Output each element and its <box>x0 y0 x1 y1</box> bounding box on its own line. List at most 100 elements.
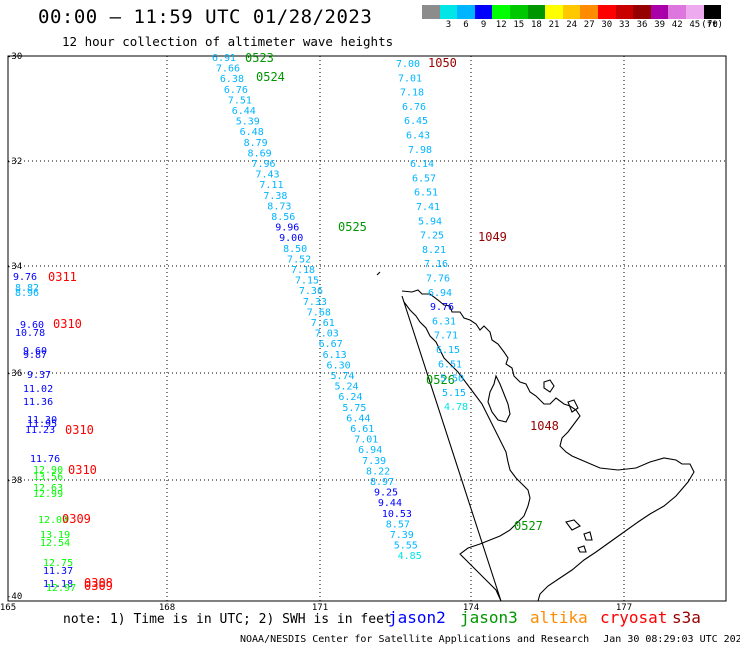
wave-height-value: 8.21 <box>422 245 446 256</box>
wave-height-value: 9.60 <box>23 346 47 357</box>
wave-height-value: 6.61 <box>350 424 374 435</box>
wave-height-value: 6.44 <box>232 106 256 117</box>
pass-time-label: 0311 <box>48 270 77 284</box>
wave-height-value: 5.50 <box>440 374 464 385</box>
satellite-name-s3a: s3a <box>672 608 701 627</box>
wave-height-value: 7.71 <box>434 331 458 342</box>
pass-time-label: 0310 <box>53 317 82 331</box>
small-island-1 <box>565 519 581 531</box>
map-frame <box>7 55 727 602</box>
wave-height-value: 5.24 <box>334 382 358 393</box>
longitude-tick-label: 165 <box>0 603 16 613</box>
pass-time-label: 0310 <box>68 463 97 477</box>
wave-height-value: 5.75 <box>342 403 366 414</box>
legend-label: 21 <box>548 20 560 30</box>
latitude-tick-label: -40 <box>6 592 22 602</box>
pass-time-label: 0308 <box>84 576 113 590</box>
wave-height-value: 7.39 <box>362 456 386 467</box>
latitude-labels: -30 -32 -34 -36 -38 -40 <box>6 52 22 602</box>
wave-height-value: 6.76 <box>224 85 248 96</box>
legend-swatch <box>650 5 669 19</box>
wave-height-value: 13.56 <box>33 472 63 483</box>
wave-height-value: 8.57 <box>386 519 410 530</box>
small-island-3 <box>577 545 587 553</box>
legend-swatch <box>633 5 651 19</box>
latitude-tick-label: -32 <box>6 157 22 167</box>
legend-label: 9 <box>480 20 487 30</box>
credit-text: NOAA/NESDIS Center for Satellite Applica… <box>240 634 590 645</box>
wave-height-value: 8.82 <box>15 283 39 294</box>
legend-label: 39 <box>654 20 666 30</box>
legend-label: 15 <box>513 20 525 30</box>
track-1: 6.917.666.386.767.516.445.396.488.798.69… <box>212 51 543 562</box>
cape-east <box>567 399 579 413</box>
wave-height-value: 9.60 <box>20 320 44 331</box>
wave-height-value: 7.68 <box>307 307 331 318</box>
wave-height-value: 7.39 <box>390 530 414 541</box>
wave-height-value: 9.76 <box>13 272 37 283</box>
wave-height-value: 4.85 <box>398 551 422 562</box>
wave-height-value: 6.15 <box>436 345 460 356</box>
wave-height-value: 6.38 <box>220 74 244 85</box>
legend-swatch <box>492 5 510 19</box>
legend-swatch <box>422 5 440 19</box>
color-scale-legend <box>422 5 722 19</box>
pass-time-label: 0310 <box>65 423 94 437</box>
wave-height-value: 7.01 <box>354 435 378 446</box>
pass-time-label: 0525 <box>338 220 367 234</box>
north-island-coastline <box>376 271 695 602</box>
latitude-tick-label: -34 <box>6 262 22 272</box>
wave-height-value: 7.96 <box>252 159 276 170</box>
wave-height-value: 11.02 <box>23 384 53 395</box>
wave-height-value: 7.00 <box>396 59 420 70</box>
satellite-name-jason3: jason3 <box>460 608 518 627</box>
great-barrier-island <box>543 379 555 393</box>
wave-height-value: 11.18 <box>43 579 73 590</box>
wave-height-value: 8.22 <box>366 466 390 477</box>
wave-height-value: 12.63 <box>33 483 63 494</box>
legend-unit: (ft) <box>701 20 723 30</box>
coromandel-coastline <box>487 374 511 423</box>
wave-height-value: 12.90 <box>33 465 63 476</box>
pass-time-label: 0526 <box>426 373 455 387</box>
legend-label: 45 <box>689 20 701 30</box>
legend-swatch <box>545 5 563 19</box>
legend-label: 12 <box>495 20 507 30</box>
timestamp: Jan 30 08:29:03 UTC 2023 <box>603 634 740 645</box>
wave-height-value: 6.31 <box>432 316 456 327</box>
wave-height-value: 6.91 <box>212 53 236 64</box>
wave-height-value: 10.53 <box>382 509 412 520</box>
wave-height-value: 8.97 <box>370 477 394 488</box>
wave-height-value: 7.15 <box>295 276 319 287</box>
wave-height-value: 7.11 <box>259 180 283 191</box>
wave-height-value: 8.50 <box>283 244 307 255</box>
wave-height-value: 8.79 <box>244 138 268 149</box>
wave-height-value: 9.76 <box>430 302 454 313</box>
latitude-tick-label: -38 <box>6 476 22 486</box>
wave-height-value: 10.78 <box>15 328 45 339</box>
wave-height-value: 7.16 <box>424 259 448 270</box>
wave-height-value: 7.43 <box>255 170 279 181</box>
wave-height-value: 7.66 <box>216 64 240 75</box>
wave-height-value: 11.23 <box>25 425 55 436</box>
pass-time-label: 0523 <box>245 51 274 65</box>
wave-height-value: 7.03 <box>315 329 339 340</box>
wave-height-value: 11.95 <box>27 419 57 430</box>
legend-swatch <box>597 5 616 19</box>
wave-height-value: 6.48 <box>240 127 264 138</box>
wave-height-value: 6.51 <box>414 188 438 199</box>
satellite-name-jason2: jason2 <box>388 608 446 627</box>
wave-height-value: 6.45 <box>404 116 428 127</box>
wave-height-value: 7.01 <box>398 73 422 84</box>
legend-swatch <box>457 5 475 19</box>
legend-swatch <box>580 5 598 19</box>
wave-height-value: 9.44 <box>378 498 402 509</box>
wave-height-value: 6.43 <box>406 131 430 142</box>
longitude-tick-label: 171 <box>312 603 328 613</box>
legend-label: 30 <box>601 20 613 30</box>
wave-height-value: 6.94 <box>358 445 382 456</box>
wave-height-value: 6.44 <box>346 413 370 424</box>
wave-height-value: 7.98 <box>408 145 432 156</box>
wave-height-value: 5.55 <box>394 541 418 552</box>
legend-label: 36 <box>636 20 648 30</box>
